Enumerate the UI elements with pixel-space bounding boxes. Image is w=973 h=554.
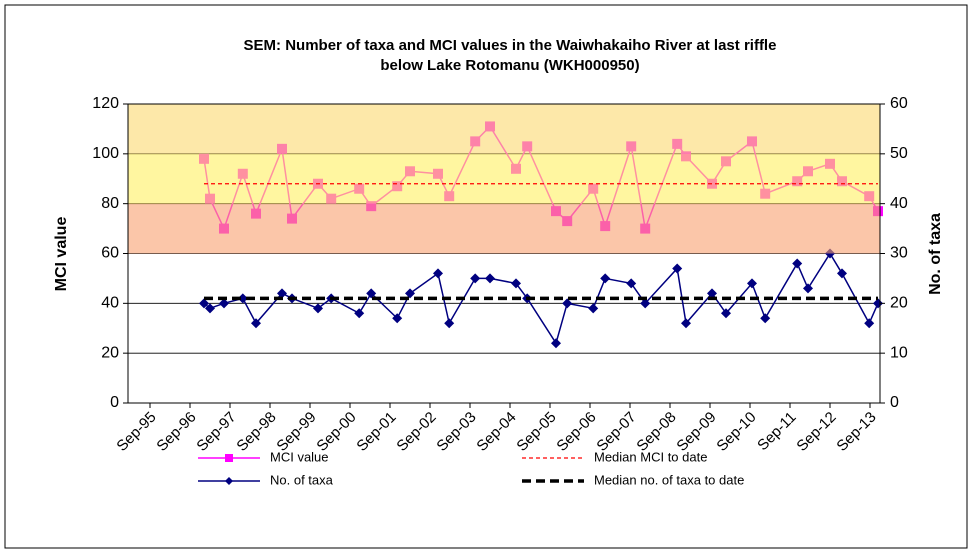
chart-title-line-2: below Lake Rotomanu (WKH000950) bbox=[380, 57, 639, 74]
legend-marker bbox=[225, 454, 233, 462]
marker bbox=[864, 318, 875, 329]
legend-label: Median no. of taxa to date bbox=[594, 472, 744, 487]
y2-tick-label: 10 bbox=[890, 344, 908, 361]
chart-border bbox=[4, 4, 968, 549]
marker bbox=[600, 273, 611, 284]
marker bbox=[219, 298, 229, 309]
y-tick-label: 100 bbox=[92, 145, 119, 162]
legend-label: MCI value bbox=[270, 449, 329, 464]
y-tick-label: 20 bbox=[101, 344, 119, 361]
band bbox=[128, 153, 880, 204]
marker bbox=[562, 298, 573, 309]
y2-tick-label: 0 bbox=[890, 394, 899, 411]
marker bbox=[366, 288, 377, 299]
marker bbox=[837, 268, 847, 279]
marker bbox=[681, 318, 691, 329]
chart-title-line-1: SEM: Number of taxa and MCI values in th… bbox=[244, 37, 777, 54]
marker bbox=[747, 278, 757, 289]
marker bbox=[354, 308, 365, 319]
legend-label: Median MCI to date bbox=[594, 449, 707, 464]
band bbox=[128, 104, 880, 154]
y-tick-label: 0 bbox=[110, 394, 119, 411]
marker bbox=[205, 303, 215, 314]
marker bbox=[237, 293, 248, 304]
y-tick-label: 40 bbox=[101, 295, 119, 312]
y-tick-label: 60 bbox=[101, 245, 119, 262]
marker bbox=[313, 303, 323, 314]
marker bbox=[199, 298, 209, 309]
marker bbox=[707, 288, 717, 299]
legend-label: No. of taxa bbox=[270, 472, 334, 487]
y-tick-label: 120 bbox=[92, 95, 119, 112]
marker bbox=[251, 318, 261, 329]
band bbox=[128, 203, 880, 254]
marker bbox=[444, 318, 455, 329]
marker bbox=[792, 258, 803, 269]
y2-tick-label: 60 bbox=[890, 95, 908, 112]
marker bbox=[626, 278, 637, 289]
y2-tick-label: 20 bbox=[890, 295, 908, 312]
marker bbox=[672, 263, 683, 274]
y-axis-title: MCI value bbox=[53, 217, 70, 292]
marker bbox=[760, 313, 771, 324]
marker bbox=[640, 298, 651, 309]
marker bbox=[485, 273, 495, 284]
marker bbox=[511, 278, 521, 289]
marker bbox=[803, 283, 813, 294]
marker bbox=[470, 273, 481, 284]
marker bbox=[277, 288, 287, 299]
marker bbox=[433, 268, 443, 279]
marker bbox=[721, 308, 731, 319]
y2-tick-label: 50 bbox=[890, 145, 908, 162]
legend-marker bbox=[225, 477, 233, 485]
y2-axis-title: No. of taxa bbox=[927, 213, 944, 295]
y2-tick-label: 40 bbox=[890, 195, 908, 212]
y2-tick-label: 30 bbox=[890, 245, 908, 262]
marker bbox=[392, 313, 403, 324]
y-tick-label: 80 bbox=[101, 195, 119, 212]
marker bbox=[551, 338, 561, 349]
marker bbox=[405, 288, 415, 299]
marker bbox=[588, 303, 599, 314]
